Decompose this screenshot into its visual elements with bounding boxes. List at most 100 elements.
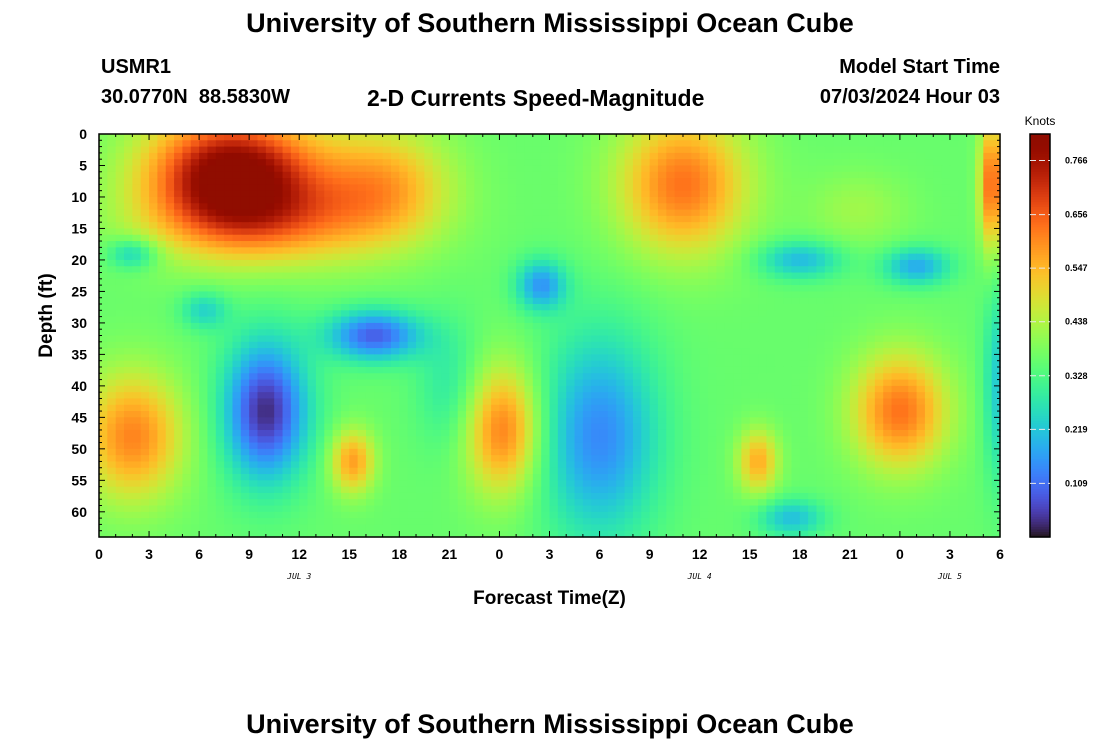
heatmap-cell — [407, 360, 417, 368]
heatmap-cell — [299, 411, 309, 418]
heatmap-cell — [541, 404, 551, 412]
heatmap-cell — [866, 373, 876, 381]
heatmap-cell — [649, 171, 659, 179]
heatmap-cell — [474, 404, 484, 412]
heatmap-cell — [708, 278, 717, 286]
heatmap-cell — [783, 348, 793, 355]
heatmap-cell — [924, 392, 934, 400]
heatmap-cell — [532, 379, 542, 387]
heatmap-cell — [699, 360, 709, 368]
heatmap-cell — [107, 297, 117, 305]
heatmap-cell — [941, 222, 951, 230]
heatmap-cell — [107, 316, 117, 324]
heatmap-cell — [816, 272, 826, 280]
heatmap-cell — [349, 171, 359, 179]
heatmap-cell — [599, 146, 609, 154]
heatmap-cell — [499, 272, 509, 280]
heatmap-cell — [991, 247, 1001, 255]
heatmap-cell — [499, 322, 509, 330]
heatmap-cell — [249, 285, 259, 293]
heatmap-cell — [824, 310, 834, 318]
heatmap-cell — [332, 266, 342, 274]
heatmap-cell — [724, 215, 734, 223]
heatmap-cell — [457, 291, 467, 299]
heatmap-cell — [149, 171, 158, 179]
heatmap-cell — [457, 379, 467, 387]
heatmap-cell — [332, 398, 342, 406]
heatmap-cell — [716, 291, 726, 299]
heatmap-cell — [249, 360, 259, 368]
heatmap-cell — [941, 385, 951, 393]
heatmap-cell — [899, 178, 909, 185]
heatmap-cell — [833, 253, 843, 261]
heatmap-cell — [949, 310, 959, 318]
heatmap-cell — [390, 134, 400, 141]
heatmap-cell — [766, 411, 776, 418]
heatmap-cell — [841, 203, 851, 211]
heatmap-cell — [315, 379, 325, 387]
heatmap-cell — [966, 392, 976, 400]
heatmap-cell — [524, 222, 534, 230]
heatmap-cell — [891, 209, 901, 217]
heatmap-cell — [157, 266, 167, 274]
heatmap-cell — [774, 222, 784, 230]
heatmap-cell — [424, 373, 434, 381]
heatmap-cell — [566, 411, 576, 418]
heatmap-cell — [833, 392, 843, 400]
heatmap-cell — [257, 259, 267, 267]
heatmap-cell — [424, 171, 434, 179]
heatmap-cell — [616, 316, 626, 324]
heatmap-cell — [599, 215, 609, 223]
heatmap-cell — [190, 203, 200, 211]
heatmap-cell — [799, 329, 809, 337]
heatmap-cell — [799, 304, 809, 311]
heatmap-cell — [516, 215, 526, 223]
heatmap-cell — [99, 259, 108, 267]
heatmap-cell — [340, 379, 350, 387]
heatmap-cell — [549, 190, 559, 198]
heatmap-cell — [224, 423, 234, 431]
heatmap-cell — [299, 417, 309, 425]
heatmap-cell — [349, 190, 359, 198]
heatmap-cell — [682, 178, 692, 185]
heatmap-cell — [541, 190, 551, 198]
heatmap-cell — [924, 291, 934, 299]
heatmap-cell — [199, 190, 209, 198]
heatmap-cell — [808, 152, 818, 160]
heatmap-cell — [190, 322, 200, 330]
heatmap-cell — [624, 360, 634, 368]
heatmap-cell — [699, 165, 709, 173]
heatmap-cell — [958, 134, 968, 141]
heatmap-cell — [390, 184, 400, 192]
heatmap-cell — [599, 322, 609, 330]
heatmap-cell — [290, 272, 300, 280]
heatmap-cell — [607, 341, 617, 349]
heatmap-cell — [958, 228, 968, 236]
heatmap-cell — [924, 146, 934, 154]
heatmap-cell — [607, 152, 617, 160]
heatmap-cell — [607, 278, 617, 286]
heatmap-cell — [708, 411, 717, 418]
heatmap-cell — [708, 171, 717, 179]
heatmap-cell — [457, 304, 467, 311]
heatmap-cell — [766, 417, 776, 425]
heatmap-cell — [249, 209, 259, 217]
heatmap-cell — [591, 203, 601, 211]
heatmap-cell — [849, 171, 859, 179]
heatmap-cell — [190, 171, 200, 179]
heatmap-cell — [290, 196, 300, 204]
heatmap-cell — [274, 411, 284, 418]
heatmap-cell — [441, 304, 450, 311]
heatmap-cell — [507, 385, 517, 393]
heatmap-cell — [349, 178, 359, 185]
heatmap-cell — [532, 297, 542, 305]
heatmap-cell — [199, 159, 209, 167]
heatmap-cell — [199, 196, 209, 204]
heatmap-cell — [724, 335, 734, 343]
heatmap-cell — [232, 423, 242, 431]
heatmap-cell — [557, 209, 567, 217]
heatmap-cell — [340, 228, 350, 236]
heatmap-cell — [215, 297, 225, 305]
heatmap-cell — [340, 404, 350, 412]
heatmap-cell — [649, 310, 659, 318]
